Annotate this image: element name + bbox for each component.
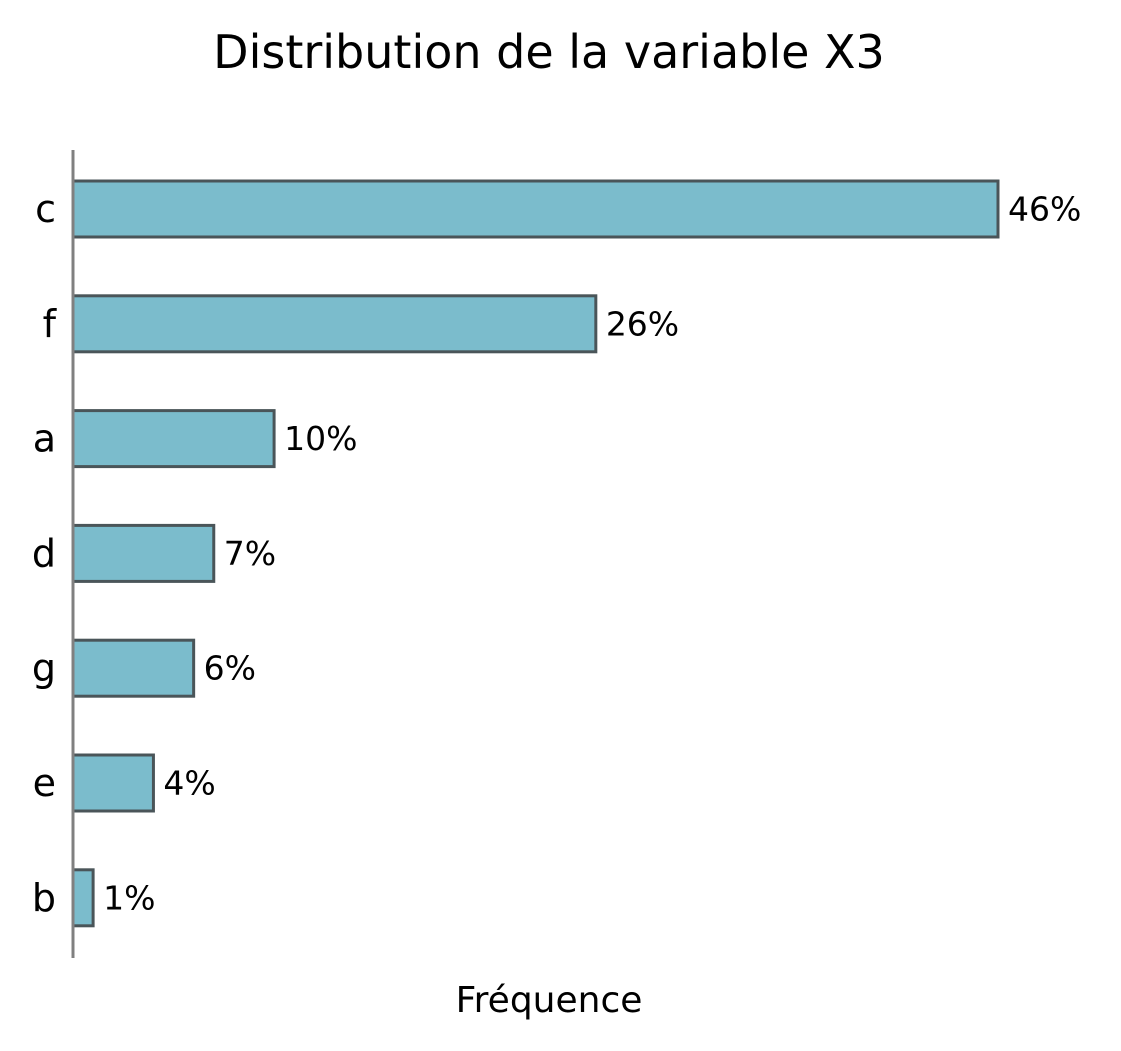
category-ticks-group: c f a d g e b xyxy=(32,187,58,920)
bar-d xyxy=(71,523,216,583)
value-label-c: 46% xyxy=(1008,190,1081,229)
y-tick-label-g: g xyxy=(32,646,56,690)
value-label-f: 26% xyxy=(606,304,679,343)
y-tick-label-f: f xyxy=(43,302,58,346)
y-tick-label-b: b xyxy=(32,876,56,920)
bar-g xyxy=(71,638,196,698)
bar-e xyxy=(71,753,155,813)
bar-a xyxy=(71,409,276,469)
x-axis-label: Fréquence xyxy=(456,980,643,1021)
chart-title: Distribution de la variable X3 xyxy=(213,25,885,79)
y-tick-label-e: e xyxy=(33,761,56,805)
value-label-a: 10% xyxy=(284,419,357,458)
bar-c xyxy=(71,179,1000,239)
y-tick-label-a: a xyxy=(33,417,56,461)
bar-b xyxy=(71,868,95,928)
value-label-b: 1% xyxy=(103,878,155,917)
value-label-d: 7% xyxy=(224,534,276,573)
bar-f xyxy=(71,294,598,354)
value-label-e: 4% xyxy=(163,764,215,803)
value-labels-group: 46% 26% 10% 7% 6% 4% 1% xyxy=(103,190,1081,918)
y-tick-label-c: c xyxy=(35,187,56,231)
bars-group xyxy=(71,179,1000,928)
y-tick-label-d: d xyxy=(32,531,56,575)
value-label-g: 6% xyxy=(204,649,256,688)
